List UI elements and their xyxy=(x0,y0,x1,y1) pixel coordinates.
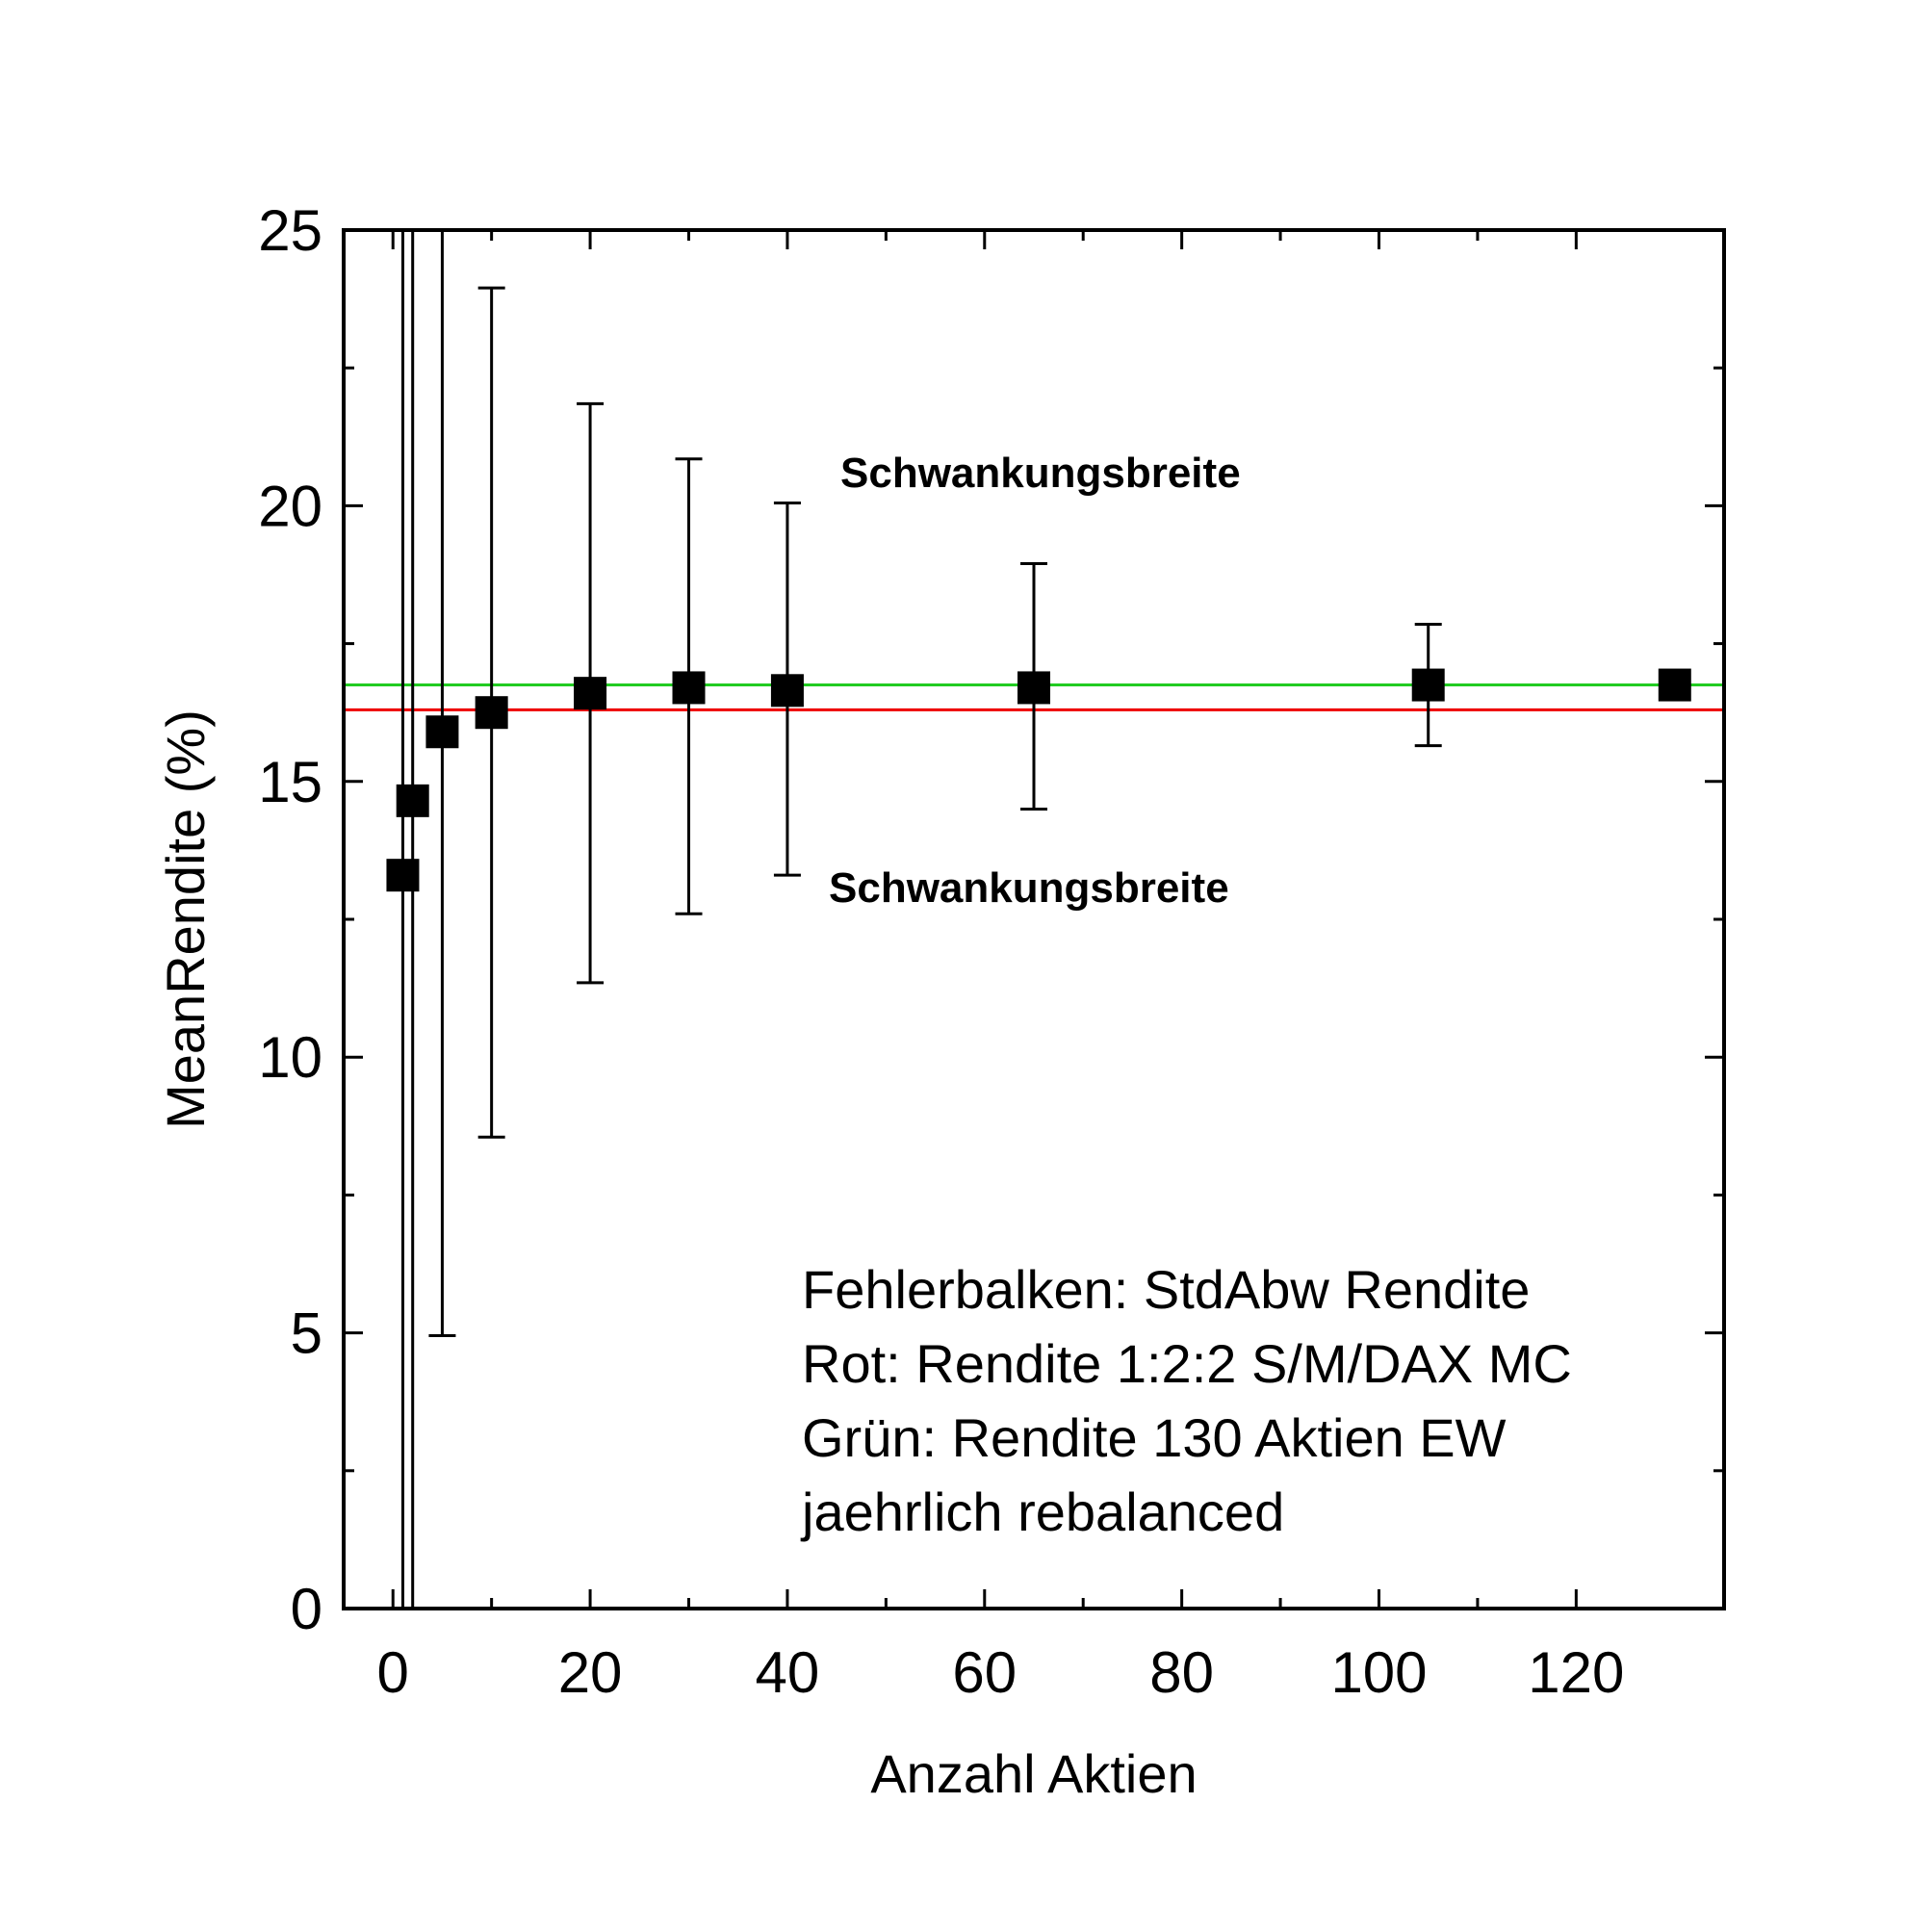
data-markers xyxy=(386,668,1691,892)
data-point-4 xyxy=(574,677,607,710)
data-point-0 xyxy=(386,859,420,892)
x-tick-label-0: 0 xyxy=(377,1640,409,1705)
data-point-6 xyxy=(770,674,804,708)
y-axis-title: MeanRendite (%) xyxy=(155,709,216,1129)
tick-labels: 0 20 40 60 80 100 120 0 5 10 15 20 25 xyxy=(258,198,1624,1705)
y-tick-label-5: 5 xyxy=(291,1301,322,1366)
annotation-lower: Schwankungsbreite xyxy=(829,864,1229,912)
y-tick-label-0: 0 xyxy=(291,1577,322,1641)
data-point-5 xyxy=(672,671,706,705)
x-tick-label-40: 40 xyxy=(756,1640,820,1705)
y-tick-label-20: 20 xyxy=(258,474,322,538)
note-line-1: Fehlerbalken: StdAbw Rendite xyxy=(802,1259,1530,1320)
y-tick-label-25: 25 xyxy=(258,198,322,263)
data-point-1 xyxy=(396,784,429,817)
x-tick-label-60: 60 xyxy=(952,1640,1017,1705)
data-point-7 xyxy=(1018,671,1050,705)
plot-frame xyxy=(342,228,1726,1610)
data-point-3 xyxy=(475,696,508,730)
x-tick-label-80: 80 xyxy=(1149,1640,1214,1705)
y-tick-label-10: 10 xyxy=(258,1025,322,1090)
note-line-2: Rot: Rendite 1:2:2 S/M/DAX MC xyxy=(802,1333,1572,1394)
note-line-4: jaehrlich rebalanced xyxy=(800,1481,1284,1542)
annotation-upper: Schwankungsbreite xyxy=(840,450,1241,497)
error-bars xyxy=(400,230,1442,1609)
x-axis-title: Anzahl Aktien xyxy=(870,1743,1197,1804)
note-line-3: Grün: Rendite 130 Aktien EW xyxy=(802,1407,1507,1468)
data-point-2 xyxy=(425,715,459,749)
data-point-8 xyxy=(1411,668,1445,702)
y-tick-label-15: 15 xyxy=(258,750,322,814)
x-tick-label-20: 20 xyxy=(558,1640,623,1705)
axis-ticks xyxy=(344,228,1724,1610)
data-point-9 xyxy=(1658,668,1691,702)
x-tick-label-100: 100 xyxy=(1330,1640,1427,1705)
error-bar-2 xyxy=(428,230,456,1337)
x-tick-label-120: 120 xyxy=(1528,1640,1624,1705)
